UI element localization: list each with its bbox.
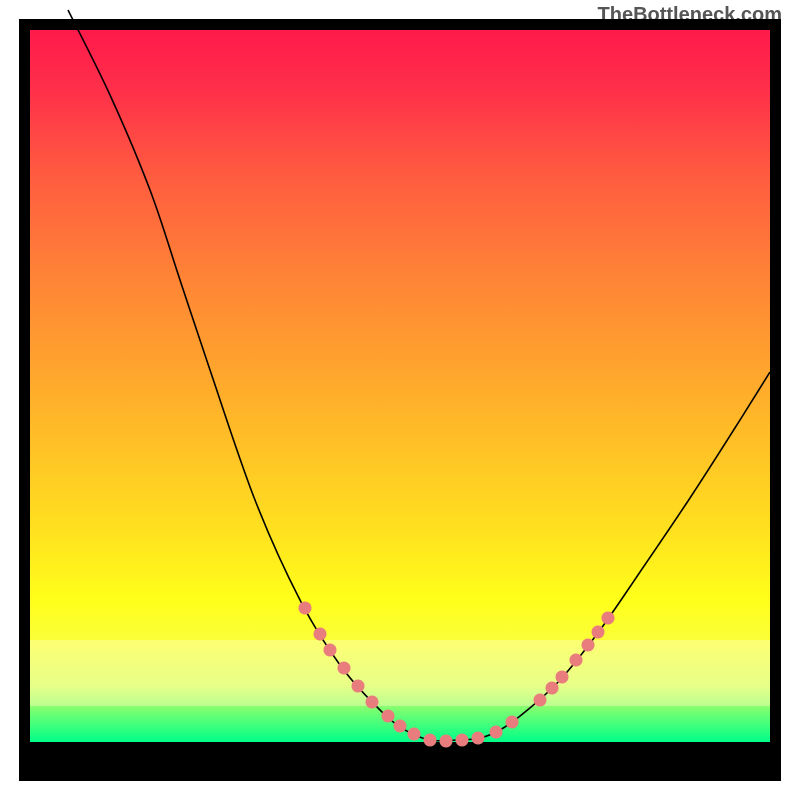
- chart-svg: [0, 0, 800, 800]
- frame-bg: [20, 20, 780, 780]
- pale-band: [30, 640, 770, 706]
- bead-marker: [490, 726, 503, 739]
- bead-marker: [382, 710, 395, 723]
- bead-marker: [534, 694, 547, 707]
- bead-marker: [338, 662, 351, 675]
- curve-beads: [299, 602, 615, 748]
- bead-marker: [299, 602, 312, 615]
- bead-marker: [506, 716, 519, 729]
- bead-marker: [352, 680, 365, 693]
- bead-marker: [424, 734, 437, 747]
- bead-marker: [602, 612, 615, 625]
- bead-marker: [324, 644, 337, 657]
- bead-marker: [314, 628, 327, 641]
- bead-marker: [582, 639, 595, 652]
- watermark-text: TheBottleneck.com: [598, 4, 782, 27]
- bead-marker: [570, 654, 583, 667]
- bead-marker: [456, 734, 469, 747]
- bead-marker: [592, 626, 605, 639]
- chart-container: { "canvas": { "width": 800, "height": 80…: [0, 0, 800, 800]
- bead-marker: [472, 732, 485, 745]
- bottleneck-curve: [68, 10, 770, 741]
- plot-gradient: [30, 30, 770, 742]
- bead-marker: [546, 682, 559, 695]
- bead-marker: [408, 728, 421, 741]
- bead-marker: [440, 735, 453, 748]
- bead-marker: [366, 696, 379, 709]
- bead-marker: [556, 671, 569, 684]
- bead-marker: [394, 720, 407, 733]
